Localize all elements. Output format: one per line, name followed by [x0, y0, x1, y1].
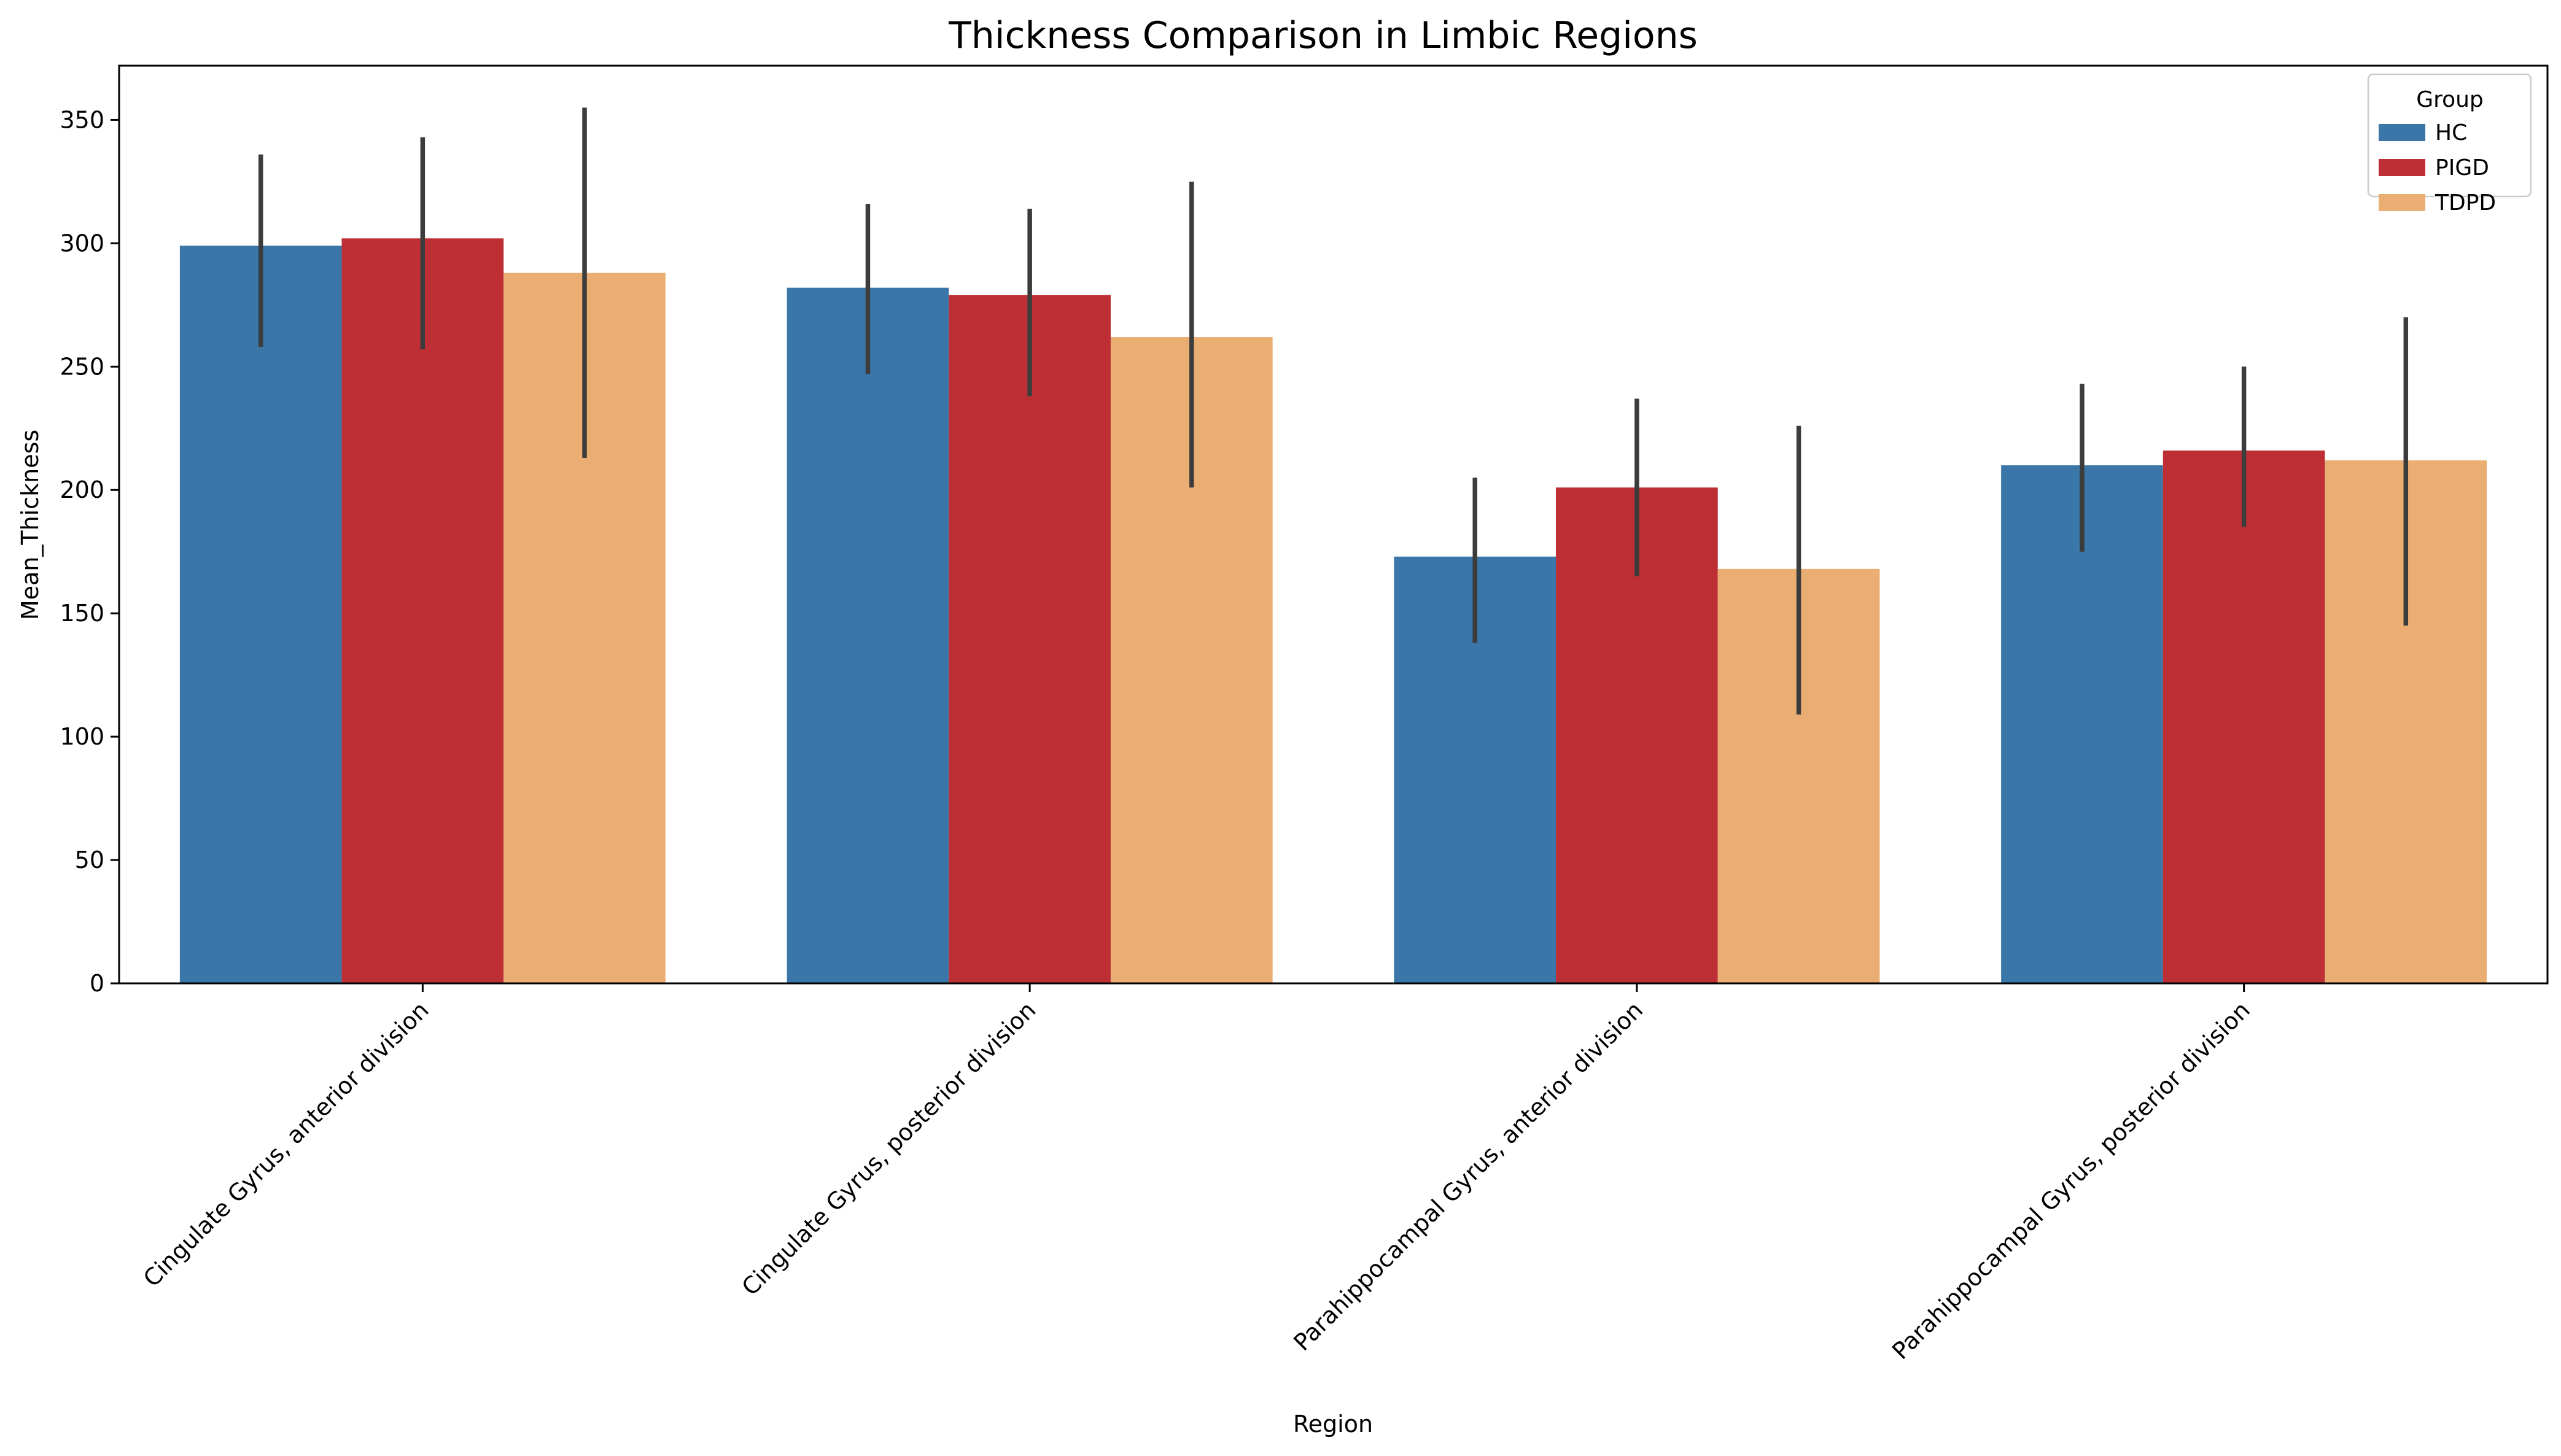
bars-layer: [179, 238, 2487, 984]
y-tick-label: 300: [60, 230, 104, 257]
y-tick-label: 100: [60, 723, 104, 750]
y-tick-label: 250: [60, 353, 104, 380]
bar-hc-1: [787, 287, 949, 983]
y-tick-label: 0: [90, 970, 104, 997]
chart-title: Thickness Comparison in Limbic Regions: [948, 14, 1698, 57]
bar-pigd-3: [2163, 450, 2325, 983]
bar-pigd-0: [341, 238, 504, 984]
y-axis: 0 50 100 150 200 250 300 350: [60, 106, 119, 997]
y-tick-label: 200: [60, 476, 104, 503]
errorbars-layer: [258, 107, 2409, 714]
bar-hc-3: [2001, 465, 2163, 983]
legend-label-tdpd: TDPD: [2435, 190, 2496, 215]
legend: Group HC PIGD TDPD: [2367, 73, 2532, 215]
y-tick-label: 150: [60, 600, 104, 627]
bar-pigd-1: [949, 295, 1111, 983]
legend-label-hc: HC: [2435, 120, 2467, 145]
legend-swatch-tdpd: [2379, 194, 2425, 211]
y-tick-label: 50: [75, 846, 104, 873]
bar-hc-0: [179, 246, 342, 983]
x-axis-label: Region: [1293, 1411, 1373, 1438]
y-tick-label: 350: [60, 106, 104, 133]
legend-swatch-hc: [2379, 124, 2425, 141]
legend-swatch-pigd: [2379, 159, 2425, 176]
legend-label-pigd: PIGD: [2435, 155, 2489, 180]
legend-title: Group: [2416, 87, 2484, 112]
plot-frame: [118, 64, 2549, 985]
y-axis-label: Mean_Thickness: [17, 430, 44, 620]
